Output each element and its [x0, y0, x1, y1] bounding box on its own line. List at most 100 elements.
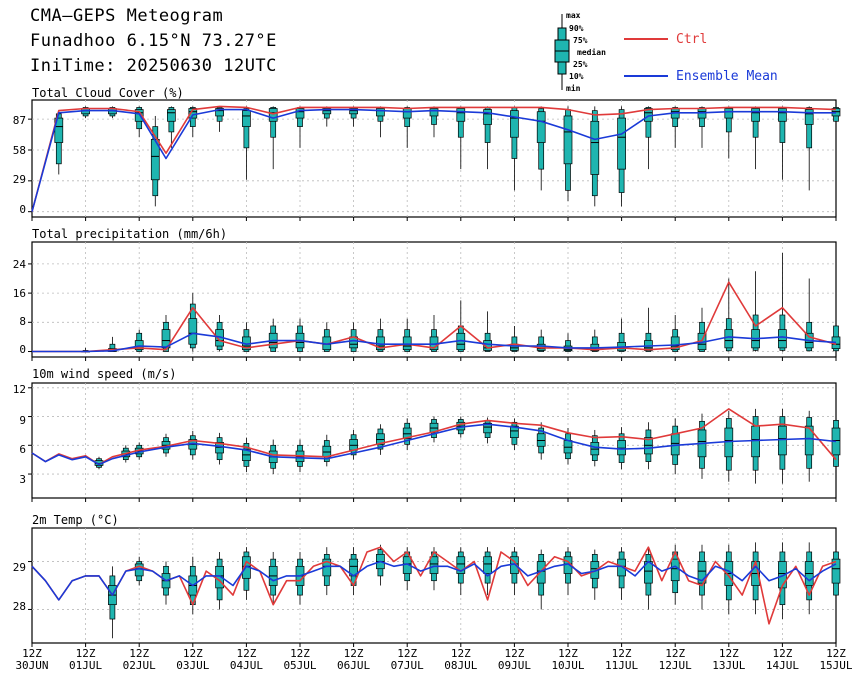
x-tick-hour: 12Z — [129, 647, 150, 660]
x-tick-day: 10JUL — [551, 659, 585, 672]
box-p10-p90 — [270, 107, 277, 138]
ensemble-mean-line — [31, 560, 837, 601]
x-tick-label: 12Z 08JUL — [438, 648, 484, 672]
x-tick-hour: 12Z — [397, 647, 418, 660]
x-tick-hour: 12Z — [611, 647, 632, 660]
box-p25-p75 — [804, 425, 814, 456]
x-tick-label: 12Z 14JUL — [759, 648, 805, 672]
ctrl-series-line — [32, 281, 837, 353]
x-tick-day: 05JUL — [283, 659, 317, 672]
x-tick-day: 07JUL — [390, 659, 424, 672]
x-tick-label: 12Z 06JUL — [331, 648, 377, 672]
ytick-cloud-87: 87 — [12, 114, 26, 127]
box-p10-p90 — [806, 107, 813, 149]
box-p25-p75 — [590, 120, 600, 175]
legend-mean-line — [624, 75, 668, 77]
box-p25-p75 — [831, 558, 841, 584]
x-tick-label: 12Z 01JUL — [63, 648, 109, 672]
box-p25-p75 — [349, 108, 358, 115]
x-tick-label: 12Z 09JUL — [491, 648, 537, 672]
legend-median-label: median — [577, 48, 606, 57]
box-p25-p75 — [483, 422, 492, 434]
box-p25-p75 — [536, 111, 546, 143]
chart-title: CMA—GEPS Meteogram — [30, 6, 224, 26]
x-tick-hour: 12Z — [558, 647, 578, 660]
legend-min-label: min — [566, 84, 581, 93]
legend-p75-label: 75% — [573, 36, 588, 45]
box-p25-p75 — [617, 117, 626, 170]
x-tick-hour: 12Z — [290, 647, 310, 660]
x-tick-hour: 12Z — [450, 647, 471, 660]
box-p25-p75 — [778, 329, 787, 349]
legend-ctrl-label: Ctrl — [676, 32, 708, 47]
x-tick-label: 12Z 04JUL — [223, 648, 269, 672]
box-p10-p90 — [243, 108, 250, 149]
x-tick-hour: 12Z — [772, 647, 793, 660]
panel-cloud-title: Total Cloud Cover (%) — [32, 86, 184, 100]
x-tick-hour: 12Z — [236, 647, 257, 660]
ytick-wind-3: 3 — [19, 473, 26, 486]
ytick-cloud-58: 58 — [12, 144, 26, 157]
box-p10-p90 — [645, 107, 652, 138]
x-tick-day: 14JUL — [765, 659, 799, 672]
panel-precip-title: Total precipitation (mm/6h) — [32, 227, 228, 241]
legend-p25-label: 25% — [573, 60, 588, 69]
x-tick-hour: 12Z — [826, 647, 846, 660]
x-tick-hour: 12Z — [343, 647, 364, 660]
box-p25-p75 — [376, 108, 385, 117]
x-tick-label: 12Z 02JUL — [116, 648, 162, 672]
box-p25-p75 — [429, 556, 439, 574]
x-tick-hour: 12Z — [182, 647, 203, 660]
x-tick-day: 01JUL — [69, 659, 103, 672]
box-p25-p75 — [751, 108, 760, 122]
box-p25-p75 — [804, 109, 814, 125]
ytick-temp-28: 28 — [12, 600, 26, 613]
box-p25-p75 — [188, 318, 198, 345]
box-p25-p75 — [670, 336, 680, 351]
legend-p10-label: 10% — [569, 72, 584, 81]
ytick-cloud-29: 29 — [12, 173, 26, 186]
panel-temp-title: 2m Temp (°C) — [32, 513, 119, 527]
box-p25-p75 — [697, 561, 707, 584]
ytick-temp-29: 29 — [12, 561, 26, 574]
x-tick-day: 09JUL — [497, 659, 531, 672]
x-tick-hour: 12Z — [665, 647, 686, 660]
x-tick-day: 03JUL — [176, 659, 210, 672]
x-tick-hour: 12Z — [718, 647, 739, 660]
box-p25-p75 — [778, 425, 787, 456]
ytick-precip-0: 0 — [19, 343, 26, 356]
ensemble-mean-line — [31, 108, 836, 212]
ytick-cloud-0: 0 — [19, 203, 26, 216]
x-tick-label: 12Z 12JUL — [652, 648, 698, 672]
box-p25-p75 — [510, 110, 519, 138]
x-tick-day: 13JUL — [712, 659, 746, 672]
box-p25-p75 — [242, 110, 251, 127]
ytick-wind-6: 6 — [19, 443, 26, 456]
ytick-precip-8: 8 — [19, 315, 26, 328]
init-time-label: IniTime: 20250630 12UTC — [30, 56, 277, 76]
box-p25-p75 — [778, 108, 787, 122]
box-p25-p75 — [215, 108, 224, 117]
box-p25-p75 — [402, 336, 412, 351]
x-tick-day: 02JUL — [122, 659, 156, 672]
x-tick-label: 12Z 30JUN — [9, 648, 55, 672]
x-tick-label: 12Z 13JUL — [706, 648, 752, 672]
legend-p90-label: 90% — [569, 24, 584, 33]
ytick-wind-12: 12 — [12, 383, 26, 396]
x-tick-day: 08JUL — [444, 659, 478, 672]
box-p25-p75 — [456, 108, 466, 122]
box-p25-p75 — [670, 558, 680, 582]
x-tick-label: 12Z 07JUL — [384, 648, 430, 672]
box-p25-p75 — [268, 108, 278, 122]
box-p25-p75 — [429, 108, 439, 117]
x-tick-day: 04JUL — [229, 659, 263, 672]
box-p25-p75 — [563, 115, 573, 165]
legend-max-label: max — [566, 11, 581, 20]
legend-mean-label: Ensemble Mean — [676, 69, 778, 84]
box-p25-p75 — [167, 109, 176, 122]
x-tick-day: 30JUN — [15, 659, 49, 672]
x-tick-day: 06JUL — [337, 659, 371, 672]
x-tick-label: 12Z 11JUL — [599, 648, 645, 672]
x-tick-day: 15JUL — [819, 659, 853, 672]
